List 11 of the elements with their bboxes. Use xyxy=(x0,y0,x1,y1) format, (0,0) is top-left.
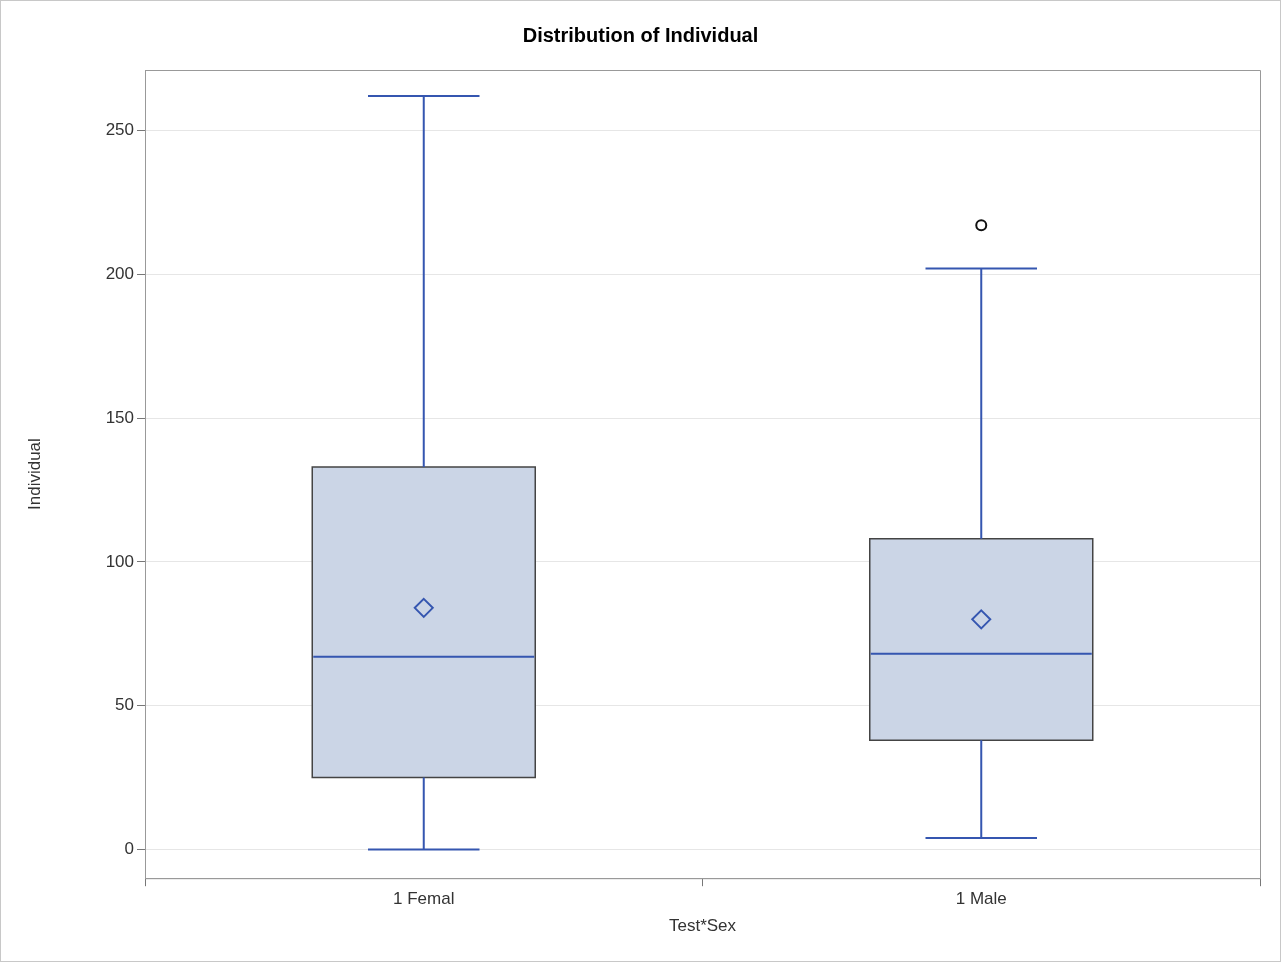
x-tick-label: 1 Male xyxy=(955,889,1007,909)
y-tick-label: 200 xyxy=(105,263,134,283)
y-tick-label: 0 xyxy=(124,839,134,859)
y-tick-label: 150 xyxy=(105,407,134,427)
x-tick-label: 1 Femal xyxy=(393,889,455,909)
x-axis-title: Test*Sex xyxy=(668,916,737,936)
y-tick-label: 50 xyxy=(115,695,134,715)
chart-title: Distribution of Individual xyxy=(522,23,759,46)
y-tick-label: 100 xyxy=(105,551,134,571)
y-tick-label: 250 xyxy=(105,120,134,140)
y-axis-title: Individual xyxy=(24,438,44,511)
